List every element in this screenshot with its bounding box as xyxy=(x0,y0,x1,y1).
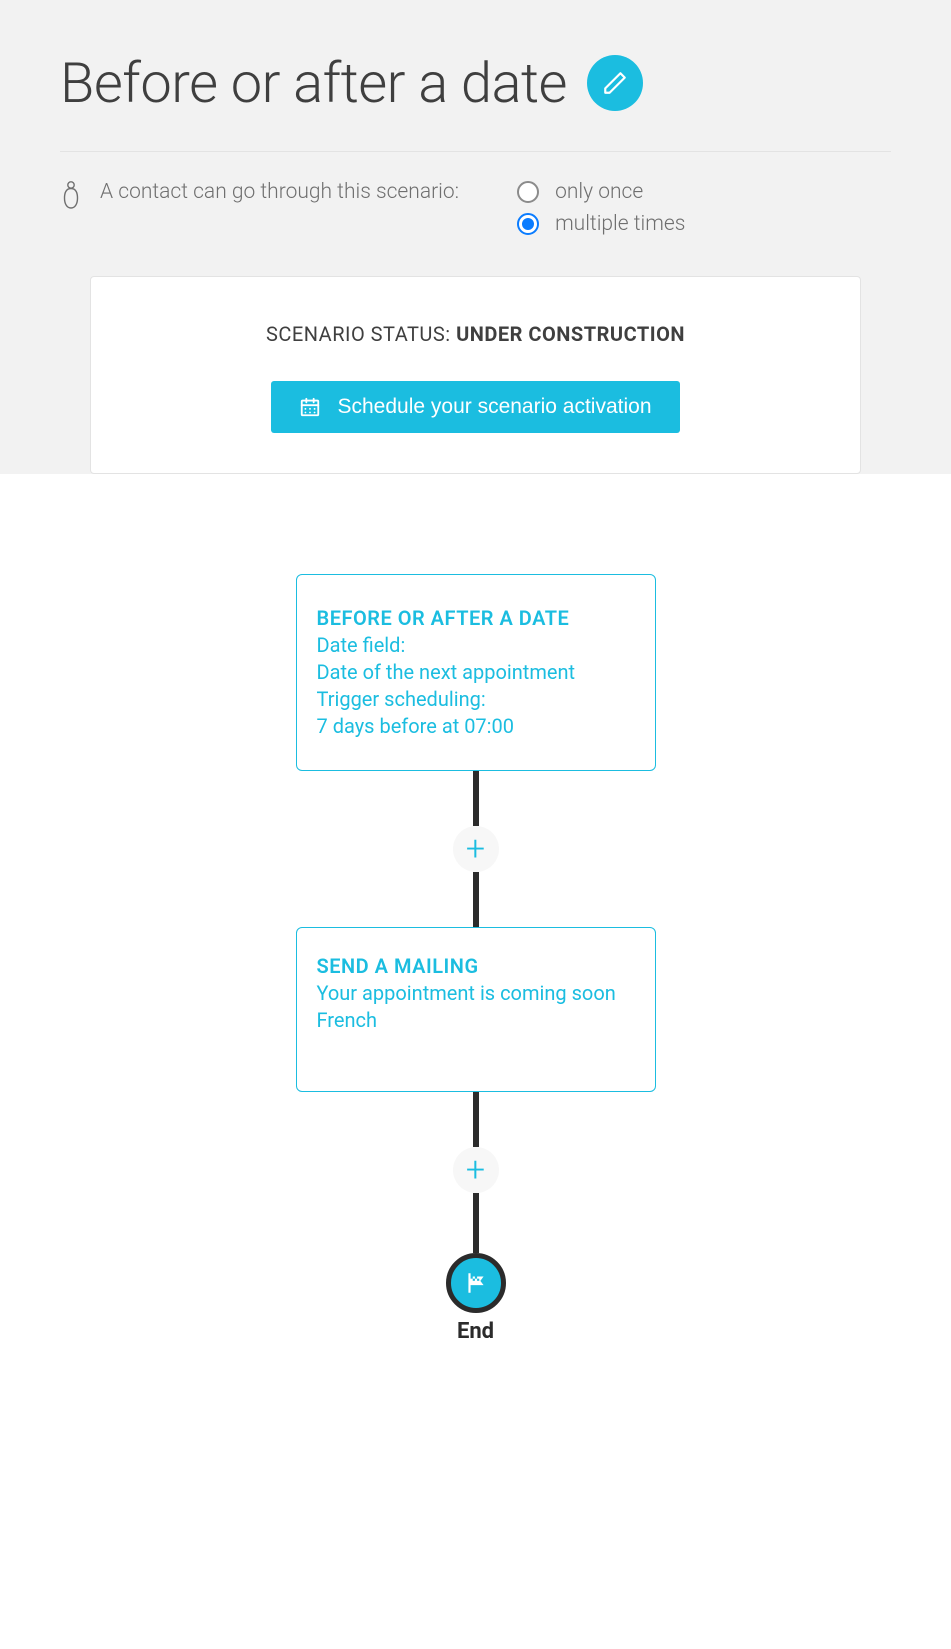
flow-end-label: End xyxy=(457,1319,494,1344)
plus-icon: + xyxy=(466,1153,485,1187)
flow-canvas: BEFORE OR AFTER A DATE Date field: Date … xyxy=(0,374,951,1404)
flow-node-trigger-line4: 7 days before at 07:00 xyxy=(317,713,635,740)
status-line: SCENARIO STATUS: UNDER CONSTRUCTION xyxy=(121,322,830,346)
frequency-label: A contact can go through this scenario: xyxy=(100,180,459,204)
flow-node-trigger-line3: Trigger scheduling: xyxy=(317,686,635,713)
status-value: UNDER CONSTRUCTION xyxy=(456,322,685,346)
flow-node-action-line2: French xyxy=(317,1007,635,1034)
flow-node-trigger[interactable]: BEFORE OR AFTER A DATE Date field: Date … xyxy=(296,574,656,771)
flow-connector xyxy=(473,771,479,826)
plus-icon: + xyxy=(466,832,485,866)
radio-once[interactable] xyxy=(517,181,539,203)
flow-node-trigger-line2: Date of the next appointment xyxy=(317,659,635,686)
flag-icon xyxy=(463,1270,489,1296)
calendar-icon xyxy=(299,396,321,418)
schedule-button-label: Schedule your scenario activation xyxy=(337,395,651,419)
radio-once-label: only once xyxy=(555,180,643,204)
flow-node-action[interactable]: SEND A MAILING Your appointment is comin… xyxy=(296,927,656,1092)
pencil-icon xyxy=(602,70,628,96)
status-label: SCENARIO STATUS: xyxy=(266,322,456,346)
flow-connector xyxy=(473,1092,479,1147)
flow-node-trigger-title: BEFORE OR AFTER A DATE xyxy=(317,605,635,632)
flow-node-action-line1: Your appointment is coming soon xyxy=(317,980,635,1007)
radio-multiple-label: multiple times xyxy=(555,212,685,236)
schedule-activation-button[interactable]: Schedule your scenario activation xyxy=(271,381,679,433)
add-step-button-2[interactable]: + xyxy=(453,1147,499,1193)
edit-title-button[interactable] xyxy=(587,55,643,111)
frequency-radio-group: only once multiple times xyxy=(517,180,685,236)
add-step-button-1[interactable]: + xyxy=(453,826,499,872)
flow-connector xyxy=(473,872,479,927)
radio-multiple[interactable] xyxy=(517,213,539,235)
radio-option-once[interactable]: only once xyxy=(517,180,685,204)
radio-option-multiple[interactable]: multiple times xyxy=(517,212,685,236)
page-title: Before or after a date xyxy=(60,50,567,116)
flow-end-node[interactable] xyxy=(446,1253,506,1313)
flow-node-trigger-line1: Date field: xyxy=(317,632,635,659)
title-row: Before or after a date xyxy=(60,50,891,152)
flow-node-action-title: SEND A MAILING xyxy=(317,953,635,980)
header-region: Before or after a date A contact can go … xyxy=(0,0,951,474)
person-icon xyxy=(60,180,82,210)
status-card: SCENARIO STATUS: UNDER CONSTRUCTION Sche… xyxy=(90,276,861,474)
scenario-frequency-setting: A contact can go through this scenario: … xyxy=(60,152,891,276)
flow-connector xyxy=(473,1193,479,1253)
